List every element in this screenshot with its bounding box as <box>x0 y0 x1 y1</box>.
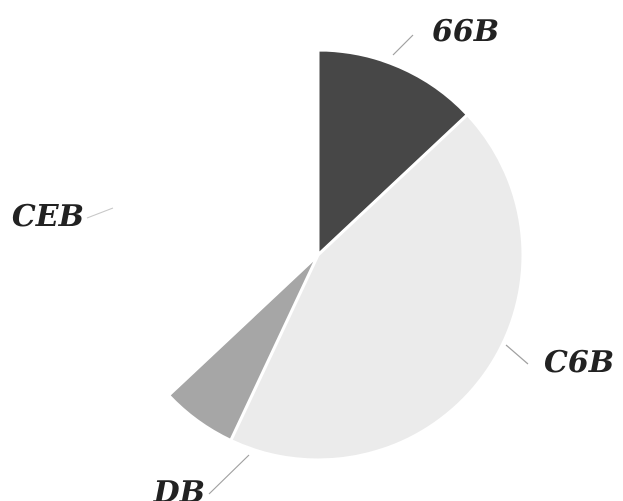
slice-label-66b: 66B <box>432 14 499 49</box>
slice-label-ceb: CEB <box>12 199 84 234</box>
slice-labels: 66B C6B DB CEB <box>12 14 614 501</box>
leader-line-c6b <box>505 344 529 365</box>
pie-slice-ceb <box>111 48 320 397</box>
leader-lines <box>86 34 529 495</box>
pie-slice-c6b <box>229 113 525 462</box>
leader-line-ceb <box>86 207 114 219</box>
pie-slice-66b <box>316 48 469 257</box>
leader-line-db <box>208 454 250 495</box>
slice-label-c6b: C6B <box>544 345 614 380</box>
pie-slices <box>111 48 525 462</box>
slice-label-db: DB <box>153 475 205 501</box>
leader-line-66b <box>392 34 414 56</box>
